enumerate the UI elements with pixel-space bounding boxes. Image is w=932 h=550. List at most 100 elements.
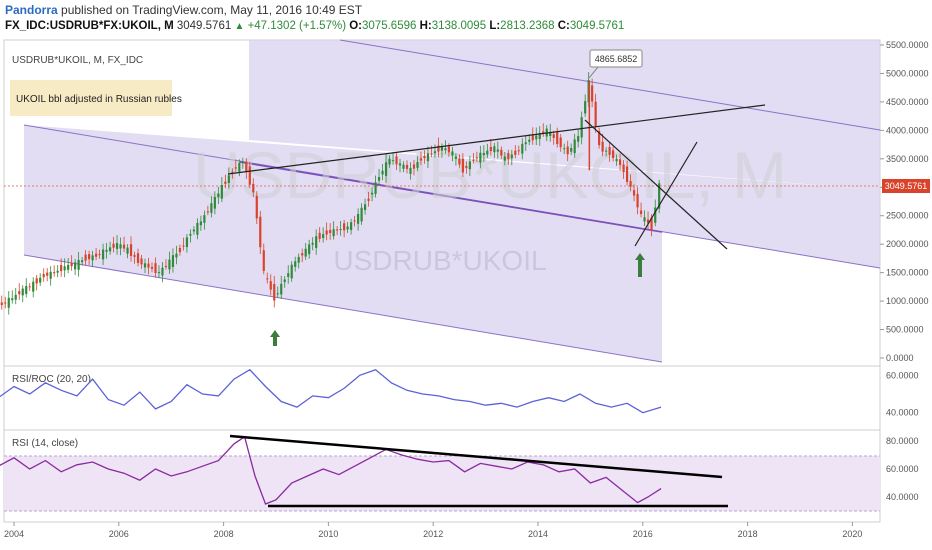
- candle-body[interactable]: [224, 181, 227, 184]
- candle-body[interactable]: [255, 195, 258, 219]
- candle-body[interactable]: [126, 247, 129, 254]
- candle-body[interactable]: [367, 198, 370, 201]
- candle-body[interactable]: [171, 255, 175, 267]
- candle-body[interactable]: [70, 263, 73, 267]
- candle-body[interactable]: [461, 158, 464, 173]
- candle-body[interactable]: [217, 193, 220, 198]
- candle-body[interactable]: [4, 302, 7, 304]
- candle-body[interactable]: [161, 267, 164, 276]
- candle-body[interactable]: [133, 255, 136, 257]
- candle-body[interactable]: [329, 229, 332, 233]
- candle-body[interactable]: [269, 281, 272, 290]
- candle-body[interactable]: [105, 249, 108, 252]
- candle-body[interactable]: [601, 141, 604, 152]
- candle-body[interactable]: [311, 242, 314, 245]
- candle-body[interactable]: [84, 254, 87, 261]
- author-name[interactable]: Pandorra: [5, 3, 58, 17]
- candle-body[interactable]: [542, 131, 545, 134]
- candle-body[interactable]: [482, 153, 485, 156]
- candle-body[interactable]: [14, 294, 17, 300]
- candle-body[interactable]: [91, 255, 94, 261]
- candle-body[interactable]: [465, 165, 468, 169]
- candle-body[interactable]: [552, 134, 555, 138]
- price-axis[interactable]: 5500.0000 5000.0000 4500.0000 4000.0000 3500…: [880, 40, 929, 363]
- candle-body[interactable]: [294, 261, 297, 267]
- candle-body[interactable]: [563, 148, 566, 150]
- candle-body[interactable]: [507, 153, 510, 160]
- candle-body[interactable]: [280, 283, 283, 295]
- candle-body[interactable]: [81, 260, 84, 263]
- candle-body[interactable]: [594, 101, 597, 126]
- candle-body[interactable]: [199, 221, 202, 226]
- candle-body[interactable]: [136, 253, 140, 263]
- time-axis[interactable]: 2004 2006 2008 2010 2012 2014 2016 2018 2020: [4, 522, 862, 539]
- candle-body[interactable]: [556, 132, 559, 145]
- candle-body[interactable]: [67, 264, 70, 270]
- candle-body[interactable]: [98, 254, 101, 256]
- candle-body[interactable]: [7, 297, 10, 308]
- candle-body[interactable]: [514, 150, 517, 155]
- candle-body[interactable]: [433, 151, 437, 154]
- candle-body[interactable]: [77, 259, 80, 270]
- candle-body[interactable]: [297, 256, 300, 263]
- rsi-resistance-line[interactable]: [229, 434, 723, 479]
- candle-body[interactable]: [618, 159, 622, 166]
- candle-body[interactable]: [409, 167, 412, 174]
- candle-body[interactable]: [447, 146, 451, 153]
- candle-body[interactable]: [650, 217, 653, 230]
- candle-body[interactable]: [60, 265, 63, 272]
- candle-body[interactable]: [360, 207, 363, 222]
- candle-body[interactable]: [220, 184, 223, 199]
- candle-body[interactable]: [336, 229, 339, 231]
- candle-body[interactable]: [437, 145, 440, 152]
- candle-body[interactable]: [101, 249, 105, 260]
- candle-body[interactable]: [178, 247, 182, 253]
- candle-body[interactable]: [11, 298, 14, 301]
- candle-body[interactable]: [377, 177, 381, 181]
- candle-body[interactable]: [157, 272, 161, 274]
- candle-body[interactable]: [115, 243, 119, 249]
- downtrend-line[interactable]: [584, 119, 728, 250]
- candle-body[interactable]: [430, 153, 433, 155]
- resistance-trendline[interactable]: [227, 104, 766, 175]
- candle-body[interactable]: [636, 193, 639, 208]
- candle-body[interactable]: [419, 158, 423, 161]
- candle-body[interactable]: [363, 204, 367, 211]
- candle-body[interactable]: [500, 149, 503, 156]
- candle-body[interactable]: [241, 162, 244, 164]
- candle-body[interactable]: [63, 266, 66, 271]
- candle-body[interactable]: [598, 131, 601, 146]
- candle-body[interactable]: [140, 258, 143, 265]
- candle-body[interactable]: [39, 277, 42, 283]
- candle-body[interactable]: [496, 149, 499, 152]
- candle-body[interactable]: [350, 222, 353, 230]
- candle-body[interactable]: [49, 271, 52, 279]
- candle-body[interactable]: [535, 135, 538, 140]
- candle-body[interactable]: [412, 164, 416, 169]
- candle-body[interactable]: [643, 217, 646, 222]
- candle-body[interactable]: [353, 220, 356, 222]
- channel-upper-line[interactable]: [339, 39, 881, 131]
- candle-body[interactable]: [21, 288, 24, 296]
- candle-body[interactable]: [370, 192, 374, 195]
- candle-body[interactable]: [472, 159, 475, 161]
- candle-body[interactable]: [521, 143, 524, 154]
- candle-body[interactable]: [35, 278, 38, 284]
- candle-body[interactable]: [196, 222, 199, 235]
- candle-body[interactable]: [46, 272, 49, 276]
- candle-body[interactable]: [318, 232, 321, 239]
- candle-body[interactable]: [493, 146, 496, 153]
- candle-body[interactable]: [391, 160, 395, 162]
- symbol-name[interactable]: FX_IDC:USDRUB*FX:UKOIL, M: [5, 20, 174, 32]
- candle-body[interactable]: [42, 274, 45, 278]
- candle-body[interactable]: [374, 182, 377, 194]
- candle-body[interactable]: [528, 139, 531, 142]
- rsi-roc-line[interactable]: [0, 368, 662, 414]
- candle-body[interactable]: [580, 117, 583, 138]
- candle-body[interactable]: [458, 158, 461, 165]
- candle-body[interactable]: [94, 253, 98, 257]
- candle-body[interactable]: [479, 152, 482, 163]
- candle-body[interactable]: [402, 164, 405, 169]
- candle-body[interactable]: [503, 156, 506, 161]
- candle-body[interactable]: [245, 161, 248, 173]
